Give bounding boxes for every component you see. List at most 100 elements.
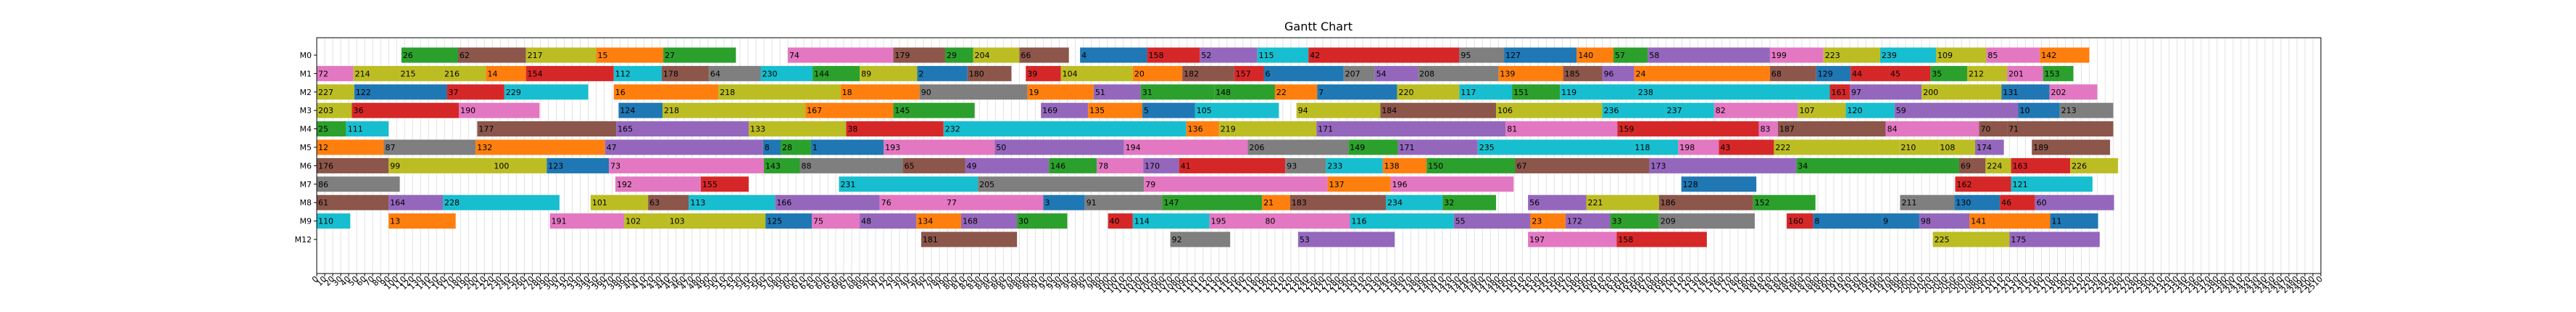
gantt-bar [1979,121,2008,137]
gantt-bar [1563,65,1603,81]
gantt-bar [1027,84,1094,100]
gantt-bar [2018,102,2060,118]
gantt-bar [1317,84,1397,100]
gantt-bar [1308,47,1460,63]
gantt-bar [1787,213,1813,229]
gantt-bar [1496,102,1603,118]
bar-label: 74 [789,51,799,60]
bar-label: 5 [1144,106,1149,115]
gantt-bar [1327,176,1391,192]
gantt-bar [1194,102,1279,118]
gantt-bar [1043,194,1085,210]
bar-label: 116 [1351,217,1366,226]
gantt-bar [1019,47,1069,63]
bar-label: 204 [975,51,990,60]
gantt-bar [317,84,354,100]
bar-label: 54 [1376,69,1387,78]
gantt-bar [860,65,918,81]
gantt-bar [1140,84,1215,100]
gantt-bar [1565,213,1611,229]
bar-label: 144 [814,69,829,78]
bar-label: 176 [318,161,333,171]
bar-label: 197 [1529,235,1545,245]
bar-label: 33 [1612,217,1622,226]
y-tick-label: M12 [295,235,312,245]
gantt-bar [1658,213,1755,229]
gantt-bar [839,176,979,192]
gantt-bar [1658,194,1753,210]
bar-label: 202 [2051,88,2066,97]
bar-label: 55 [1455,217,1466,226]
y-tick-label: M2 [300,88,312,97]
bar-label: 111 [348,125,363,134]
bar-label: 230 [762,69,777,78]
bar-label: 228 [444,198,460,208]
gantt-bar [1297,231,1395,247]
gantt-bar [1719,139,1774,155]
gantt-bar [1665,102,1714,118]
bar-label: 73 [610,161,620,171]
gantt-bar [317,213,351,229]
bar-label: 1 [813,143,818,152]
bar-label: 86 [318,180,328,189]
gantt-bar [1397,84,1460,100]
bar-label: 122 [356,88,371,97]
bar-label: 201 [2008,69,2024,78]
bar-label: 81 [1507,125,1517,134]
bar-label: 37 [449,88,459,97]
gantt-bar [1932,231,2010,247]
gantt-bar [1885,121,1979,137]
bar-label: 169 [1042,106,1058,115]
bar-label: 53 [1300,235,1310,245]
bar-label: 216 [444,69,460,78]
bar-label: 221 [1588,198,1603,208]
bar-label: 84 [1887,125,1898,134]
bar-label: 45 [1890,69,1900,78]
gantt-bar [1214,84,1275,100]
gantt-bar [2001,84,2050,100]
bar-label: 198 [1679,143,1695,152]
gantt-bar [389,213,456,229]
bar-label: 29 [947,51,957,60]
bar-label: 191 [552,217,567,226]
gantt-bar [1026,65,1061,81]
gantt-bar [525,65,614,81]
bar-label: 8 [1814,217,1819,226]
bar-label: 2 [918,69,923,78]
bar-label: 237 [1667,106,1682,115]
bar-label: 185 [1565,69,1580,78]
bar-label: 154 [528,69,543,78]
gantt-bar [1343,65,1375,81]
gantt-bar [596,47,664,63]
bar-label: 88 [801,161,811,171]
bar-label: 95 [1461,51,1471,60]
gantt-bar [1209,213,1264,229]
gantt-bar [1633,139,1679,155]
bar-label: 96 [1604,69,1614,78]
gantt-bar [1097,157,1144,173]
gantt-bar [708,65,761,81]
bar-label: 3 [1044,198,1050,208]
gantt-bar [846,121,944,137]
bar-label: 150 [1428,161,1443,171]
bar-label: 43 [1720,143,1730,152]
gantt-bar [1316,121,1506,137]
gantt-bar [1969,213,2051,229]
bar-label: 40 [1110,217,1120,226]
gantt-bar [1289,194,1387,210]
x-axis: 0102030405060708090100110120130140150160… [310,274,2324,295]
bar-label: 161 [1832,88,1847,97]
bar-label: 48 [861,217,871,226]
bar-label: 137 [1329,180,1345,189]
bar-label: 14 [488,69,498,78]
gantt-bar [1088,102,1143,118]
bar-label: 62 [460,51,470,60]
bar-label: 6 [1265,69,1270,78]
gantt-bar [609,157,764,173]
bar-label: 214 [355,69,370,78]
gantt-bar [1985,157,2011,173]
bar-label: 10 [2019,106,2029,115]
gantt-bar [1397,139,1478,155]
bar-label: 36 [353,106,363,115]
gantt-bar [1528,194,1587,210]
